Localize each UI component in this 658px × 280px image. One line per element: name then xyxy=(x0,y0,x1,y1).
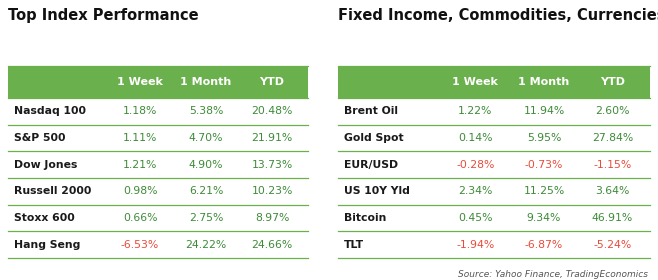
Text: 21.91%: 21.91% xyxy=(251,133,293,143)
Text: 6.21%: 6.21% xyxy=(189,186,223,196)
Text: Top Index Performance: Top Index Performance xyxy=(8,8,199,23)
Text: -6.53%: -6.53% xyxy=(121,240,159,250)
Text: S&P 500: S&P 500 xyxy=(14,133,66,143)
Text: 20.48%: 20.48% xyxy=(251,106,293,116)
Text: 11.25%: 11.25% xyxy=(523,186,565,196)
Text: -1.94%: -1.94% xyxy=(456,240,494,250)
Text: -0.28%: -0.28% xyxy=(456,160,494,170)
Text: 1 Month: 1 Month xyxy=(180,77,232,87)
Text: 10.23%: 10.23% xyxy=(251,186,293,196)
Text: 3.64%: 3.64% xyxy=(595,186,630,196)
Text: 1 Week: 1 Week xyxy=(117,77,163,87)
Text: 4.70%: 4.70% xyxy=(189,133,223,143)
Text: Russell 2000: Russell 2000 xyxy=(14,186,91,196)
Text: 0.45%: 0.45% xyxy=(458,213,493,223)
Text: -6.87%: -6.87% xyxy=(525,240,563,250)
Text: 5.38%: 5.38% xyxy=(189,106,223,116)
Text: Hang Seng: Hang Seng xyxy=(14,240,80,250)
Text: Nasdaq 100: Nasdaq 100 xyxy=(14,106,86,116)
Text: Source: Yahoo Finance, TradingEconomics: Source: Yahoo Finance, TradingEconomics xyxy=(458,270,648,279)
Text: YTD: YTD xyxy=(259,77,284,87)
Text: 24.66%: 24.66% xyxy=(251,240,293,250)
Text: Gold Spot: Gold Spot xyxy=(344,133,404,143)
Text: EUR/USD: EUR/USD xyxy=(344,160,398,170)
Text: 11.94%: 11.94% xyxy=(523,106,565,116)
Text: 1.22%: 1.22% xyxy=(458,106,492,116)
Text: 0.66%: 0.66% xyxy=(123,213,157,223)
Text: 1 Month: 1 Month xyxy=(519,77,570,87)
Text: 1.21%: 1.21% xyxy=(123,160,157,170)
Text: 13.73%: 13.73% xyxy=(251,160,293,170)
Text: 1 Week: 1 Week xyxy=(452,77,498,87)
Text: 0.98%: 0.98% xyxy=(123,186,157,196)
Text: 5.95%: 5.95% xyxy=(527,133,561,143)
Text: -1.15%: -1.15% xyxy=(594,160,632,170)
Text: US 10Y Yld: US 10Y Yld xyxy=(344,186,410,196)
Text: 8.97%: 8.97% xyxy=(255,213,289,223)
Text: 0.14%: 0.14% xyxy=(458,133,493,143)
Text: 1.18%: 1.18% xyxy=(123,106,157,116)
Text: 2.34%: 2.34% xyxy=(458,186,492,196)
Text: Stoxx 600: Stoxx 600 xyxy=(14,213,75,223)
Text: 27.84%: 27.84% xyxy=(592,133,633,143)
Text: Bitcoin: Bitcoin xyxy=(344,213,387,223)
Text: 1.11%: 1.11% xyxy=(123,133,157,143)
Text: Dow Jones: Dow Jones xyxy=(14,160,78,170)
Bar xyxy=(338,66,650,98)
Text: 2.75%: 2.75% xyxy=(189,213,223,223)
Text: 24.22%: 24.22% xyxy=(186,240,226,250)
Text: -5.24%: -5.24% xyxy=(594,240,632,250)
Bar xyxy=(8,66,308,98)
Text: 4.90%: 4.90% xyxy=(189,160,223,170)
Text: YTD: YTD xyxy=(600,77,625,87)
Text: 46.91%: 46.91% xyxy=(592,213,633,223)
Text: TLT: TLT xyxy=(344,240,365,250)
Text: -0.73%: -0.73% xyxy=(524,160,563,170)
Text: Fixed Income, Commodities, Currencies: Fixed Income, Commodities, Currencies xyxy=(338,8,658,23)
Text: Brent Oil: Brent Oil xyxy=(344,106,398,116)
Text: 9.34%: 9.34% xyxy=(527,213,561,223)
Text: 2.60%: 2.60% xyxy=(595,106,630,116)
